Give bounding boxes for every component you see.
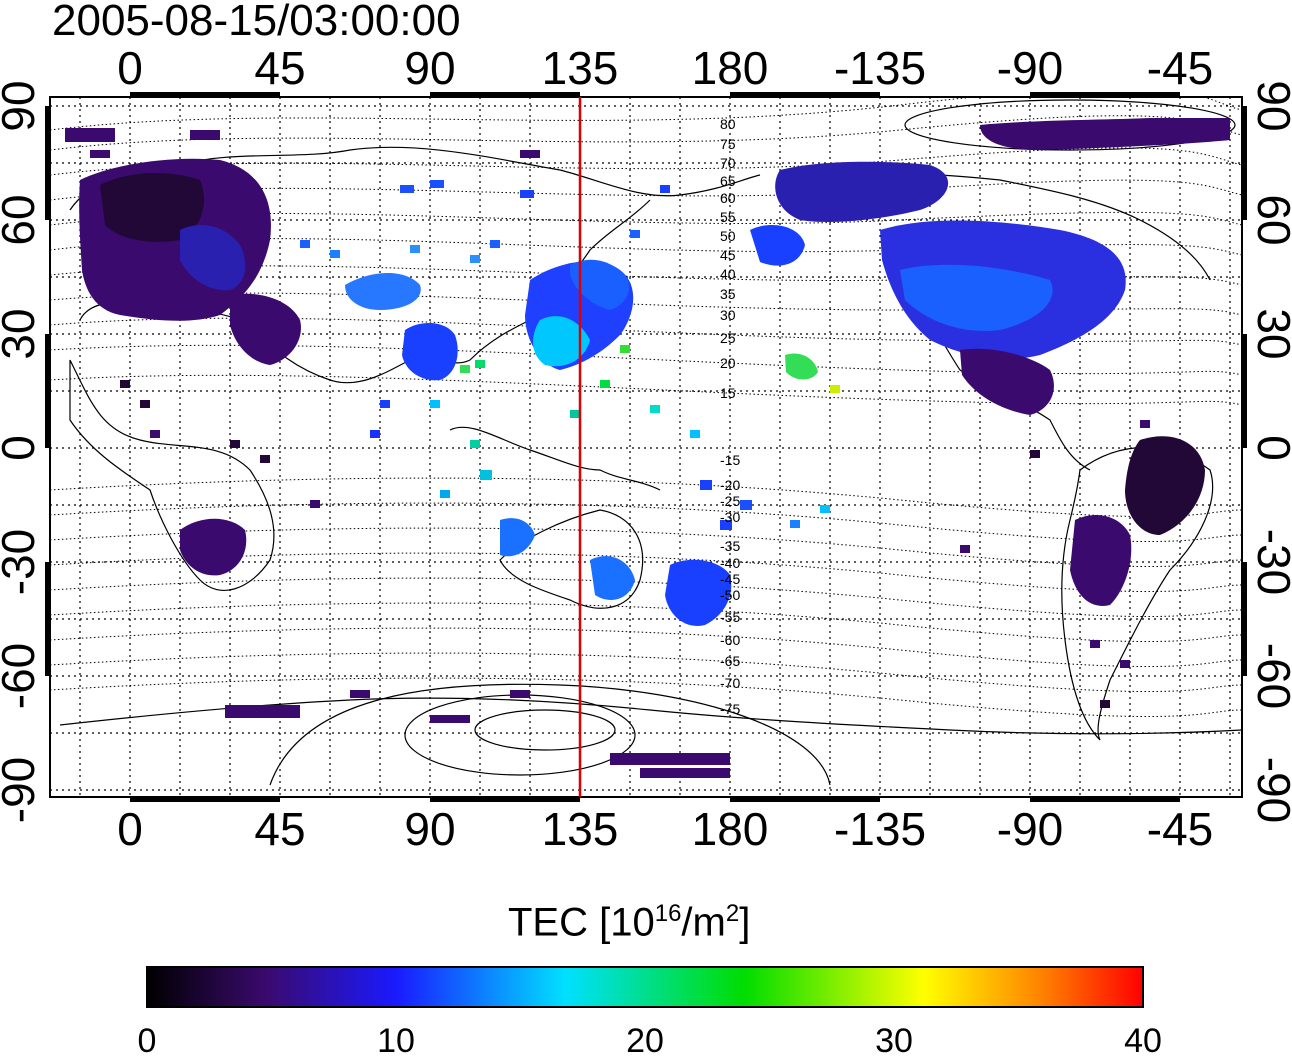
frame-tick-bars <box>45 92 1247 802</box>
colorbar-tick-0: 0 <box>137 1022 157 1060</box>
mlat-label: -40 <box>720 555 740 571</box>
tec-scatter-points <box>90 130 1150 723</box>
lon-tick-top: 0 <box>117 42 143 94</box>
colorbar-tick-20: 20 <box>626 1022 664 1060</box>
lon-tick-bottom: 45 <box>254 803 305 855</box>
lat-tick-right: 90 <box>1248 80 1292 131</box>
mlat-label: -55 <box>720 609 740 625</box>
magnetic-pole-contours <box>269 99 1236 786</box>
lon-tick-bottom: 0 <box>117 803 143 855</box>
lat-tick-left: -30 <box>0 529 44 595</box>
lon-tick-bottom: -90 <box>997 803 1063 855</box>
lat-tick-right: 0 <box>1248 435 1292 461</box>
lat-tick-right: -90 <box>1248 757 1292 823</box>
lat-tick-left: 90 <box>0 80 44 131</box>
lat-tick-left: -60 <box>0 643 44 709</box>
lat-tick-left: 30 <box>0 308 44 359</box>
mlat-label: 60 <box>720 190 736 206</box>
lat-tick-right: -30 <box>1248 529 1292 595</box>
mlat-label: -65 <box>720 653 740 669</box>
mlat-label: 25 <box>720 330 736 346</box>
lon-tick-top: 180 <box>692 42 769 94</box>
longitude-labels-top: 0 45 90 135 180 -135 -90 -45 <box>117 42 1213 94</box>
lat-tick-left: 0 <box>0 435 44 461</box>
latitude-labels-right: 90 60 30 0 -30 -60 -90 <box>1248 80 1292 823</box>
map-title: 2005-08-15/03:00:00 <box>52 0 461 45</box>
lon-tick-bottom: -45 <box>1147 803 1213 855</box>
lon-tick-top: 45 <box>254 42 305 94</box>
lat-tick-right: -60 <box>1248 643 1292 709</box>
colorbar-tick-30: 30 <box>875 1022 913 1060</box>
mlat-label: 55 <box>720 209 736 225</box>
lon-tick-top: -90 <box>997 42 1063 94</box>
mlat-label: -35 <box>720 538 740 554</box>
lon-tick-bottom: -135 <box>834 803 926 855</box>
mlat-label: 20 <box>720 355 736 371</box>
mlat-label: -45 <box>720 571 740 587</box>
lat-tick-right: 60 <box>1248 194 1292 245</box>
lat-tick-right: 30 <box>1248 308 1292 359</box>
mlat-label: 40 <box>720 266 736 282</box>
mlat-label: -25 <box>720 493 740 509</box>
mlat-label: 65 <box>720 173 736 189</box>
mlat-label: 45 <box>720 247 736 263</box>
mlat-label: -30 <box>720 509 740 525</box>
tec-patches <box>65 118 1230 778</box>
lon-tick-bottom: 135 <box>542 803 619 855</box>
mlat-label: 35 <box>720 286 736 302</box>
lon-tick-top: -135 <box>834 42 926 94</box>
mlat-label: -50 <box>720 587 740 603</box>
mlat-label: 15 <box>720 385 736 401</box>
lon-tick-top: -45 <box>1147 42 1213 94</box>
mlat-label: -70 <box>720 675 740 691</box>
mlat-label: -75 <box>720 701 740 717</box>
lon-tick-top: 135 <box>542 42 619 94</box>
mlat-label: 80 <box>720 116 736 132</box>
lon-tick-bottom: 180 <box>692 803 769 855</box>
lat-tick-left: -90 <box>0 757 44 823</box>
lat-tick-left: 60 <box>0 194 44 245</box>
lon-tick-top: 90 <box>404 42 455 94</box>
latitude-labels-left: 90 60 30 0 -30 -60 -90 <box>0 80 44 823</box>
mlat-label: 50 <box>720 228 736 244</box>
grid-lines <box>50 97 1242 797</box>
mlat-label: 75 <box>720 136 736 152</box>
mlat-label: 30 <box>720 307 736 323</box>
mlat-label: 70 <box>720 155 736 171</box>
longitude-labels-bottom: 0 45 90 135 180 -135 -90 -45 <box>117 803 1213 855</box>
colorbar-title: TEC [1016/m2] <box>508 900 751 945</box>
mlat-label: -20 <box>720 477 740 493</box>
colorbar-tick-10: 10 <box>377 1022 415 1060</box>
lon-tick-bottom: 90 <box>404 803 455 855</box>
mlat-label: -60 <box>720 632 740 648</box>
mlat-label: -15 <box>720 452 740 468</box>
colorbar <box>146 966 1144 1008</box>
colorbar-tick-40: 40 <box>1124 1022 1162 1060</box>
